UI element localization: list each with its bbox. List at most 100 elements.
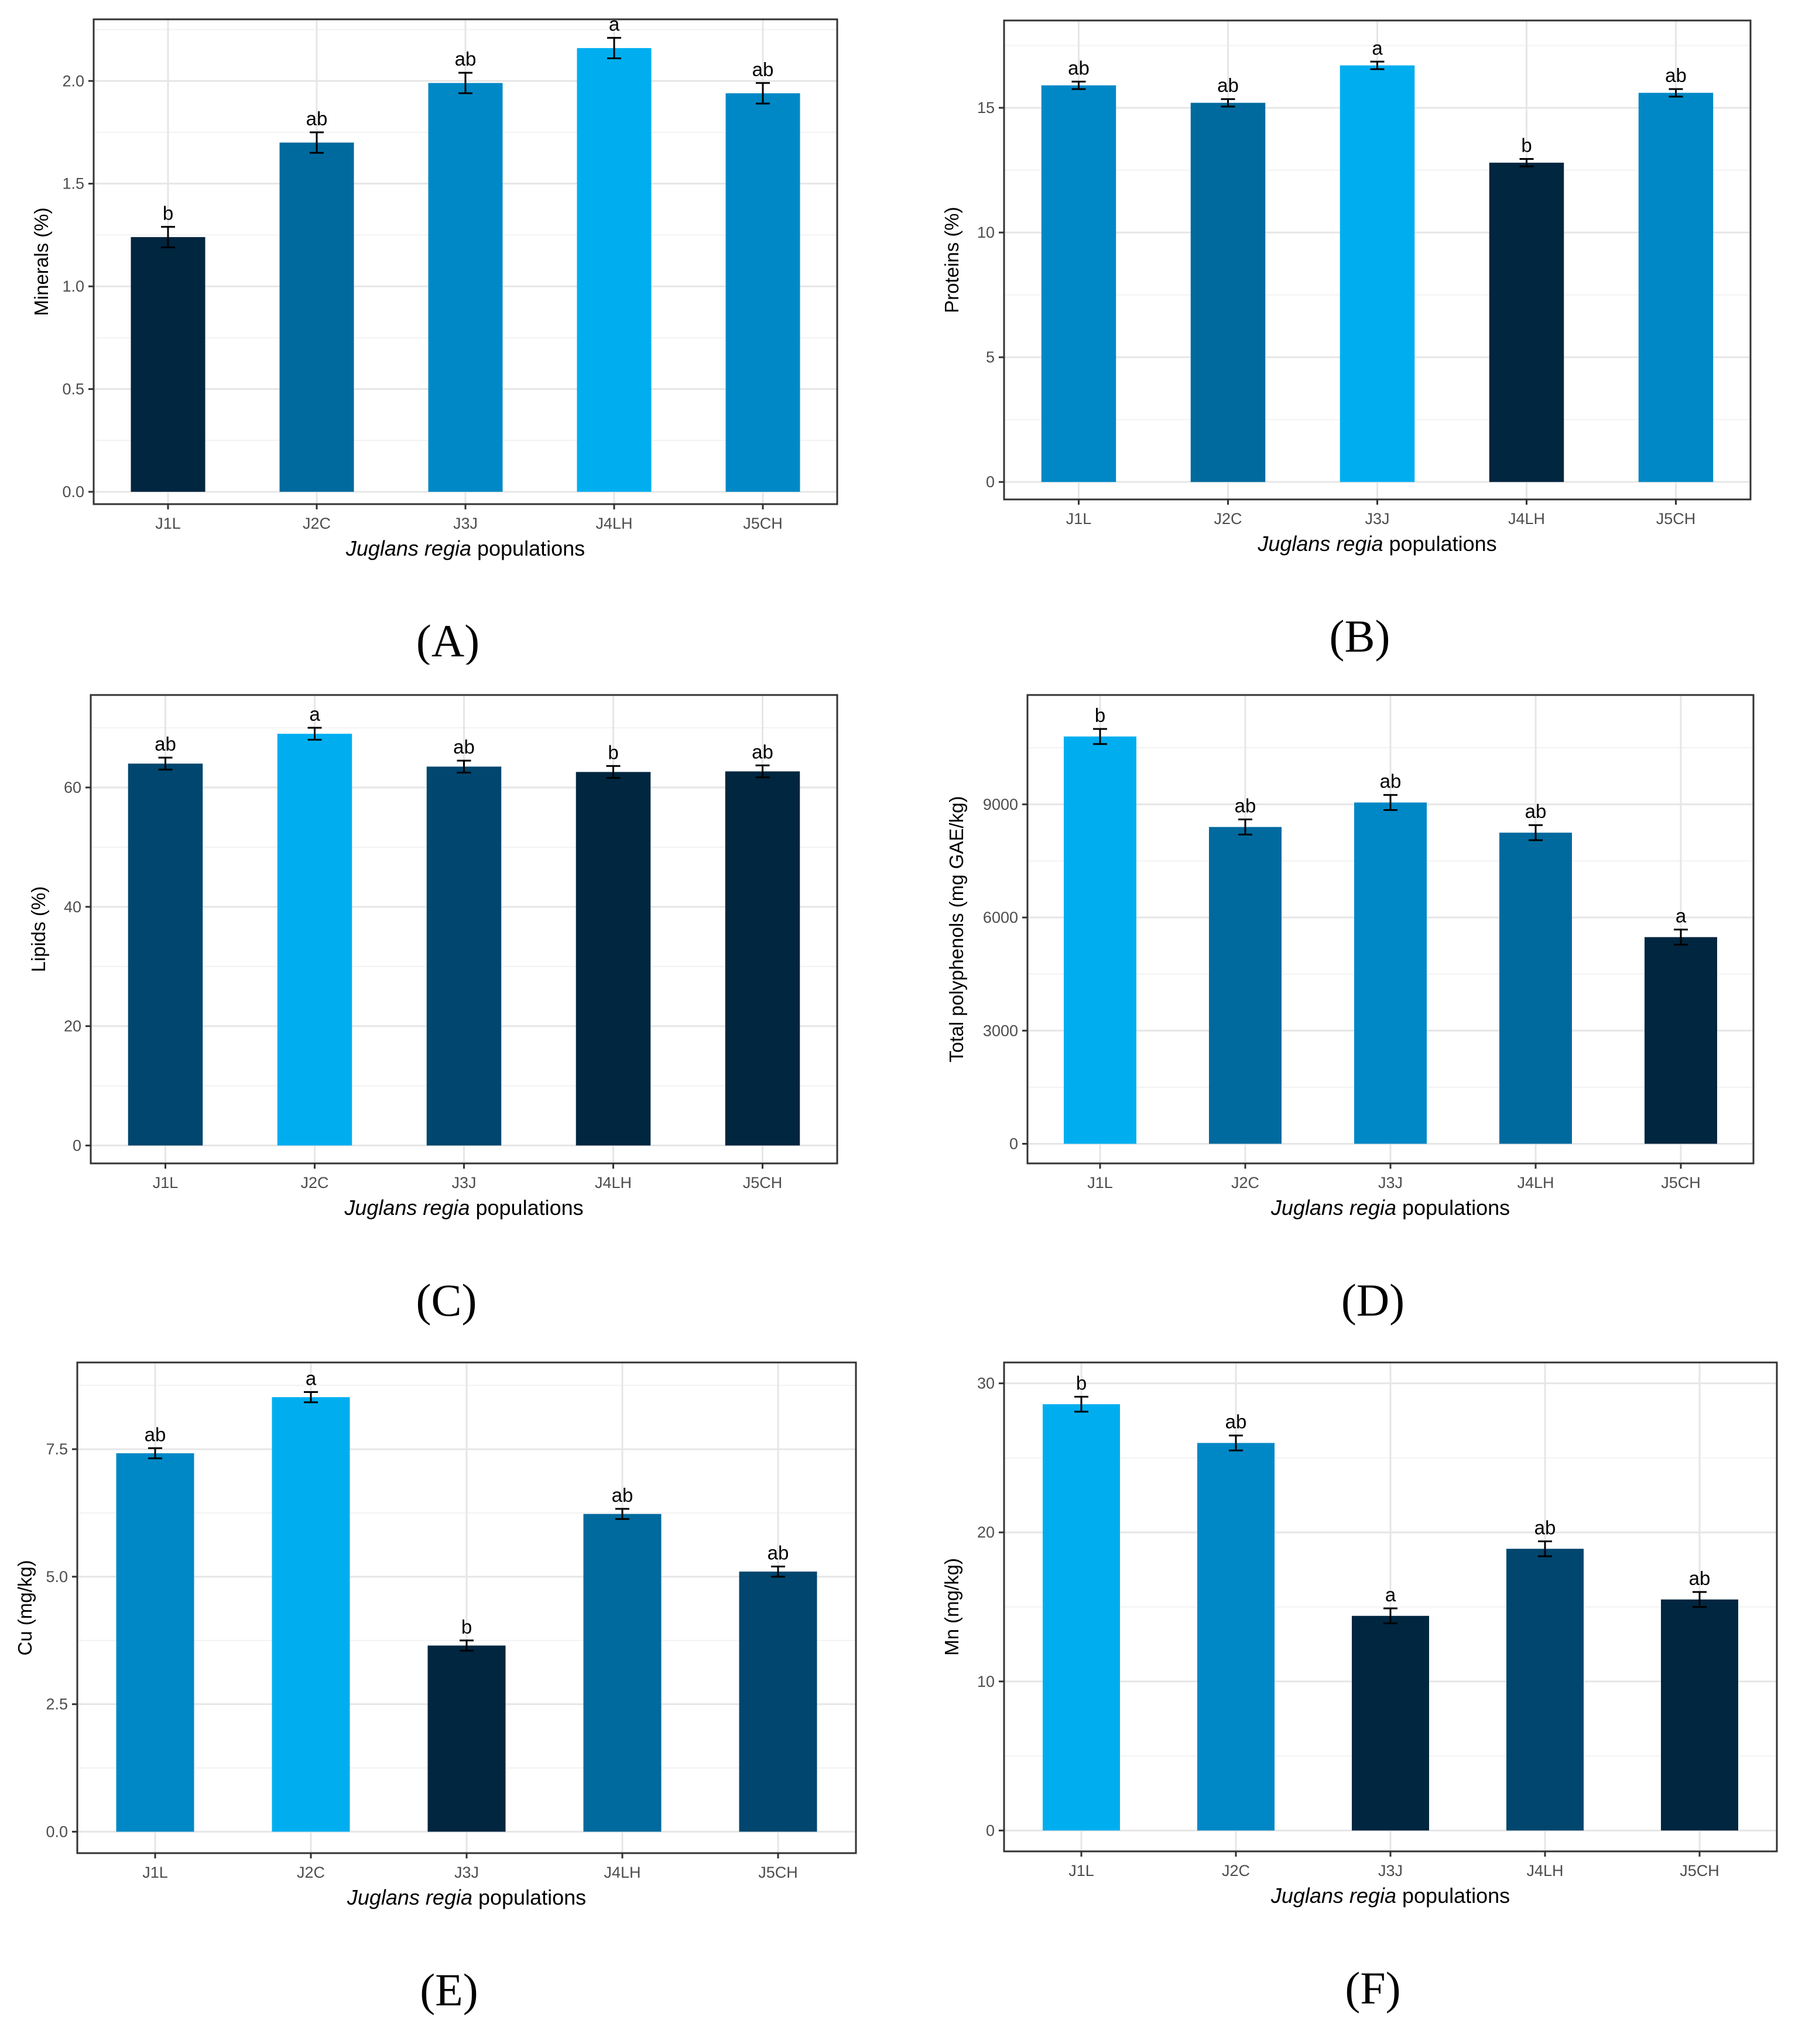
bar-j5ch: [725, 771, 800, 1146]
significance-letter: ab: [145, 1423, 166, 1445]
y-tick-label: 0: [73, 1136, 81, 1154]
x-axis-title: Juglans regia populations: [347, 1885, 586, 1909]
y-tick-label: 9000: [983, 796, 1018, 813]
x-axis-title-rest: populations: [1396, 1196, 1510, 1220]
x-tick-label: J2C: [1214, 510, 1242, 528]
bar-j1l: [1064, 736, 1136, 1144]
y-tick-label: 7.5: [46, 1440, 68, 1458]
y-tick-label: 30: [977, 1375, 995, 1392]
bar-j1l: [1043, 1404, 1120, 1831]
bar-j2c: [1209, 827, 1282, 1144]
y-tick-label: 40: [64, 898, 81, 916]
x-tick-label: J2C: [297, 1864, 325, 1881]
x-tick-label: J1L: [155, 515, 181, 532]
y-axis-title: Mn (mg/kg): [941, 1558, 962, 1656]
x-axis-title-rest: populations: [1396, 1884, 1510, 1908]
significance-letter: ab: [1689, 1567, 1711, 1589]
x-tick-label: J4LH: [595, 1174, 632, 1192]
y-tick-label: 5.0: [46, 1568, 68, 1586]
significance-letter: a: [306, 1368, 317, 1389]
y-tick-label: 6000: [983, 909, 1018, 926]
chart-panel-d: b ab ab ab a 0 3000 6000 9000 J1L J2C J3J J4LH J5CH…: [946, 694, 1755, 1326]
x-tick-label: J5CH: [758, 1864, 798, 1881]
bar-j2c: [1197, 1443, 1275, 1831]
bar-j3j: [428, 83, 503, 492]
significance-letter: b: [1521, 134, 1532, 156]
bar-j2c: [1190, 102, 1266, 482]
significance-letter: b: [608, 741, 618, 763]
bar-j4lh: [577, 48, 652, 492]
significance-letter: ab: [1235, 795, 1256, 817]
y-tick-label: 0: [1009, 1135, 1018, 1153]
y-tick-label: 10: [977, 224, 995, 241]
x-axis-title-italic: Juglans regia: [345, 536, 471, 560]
significance-letter: b: [163, 202, 173, 224]
significance-letter: ab: [1534, 1516, 1556, 1538]
significance-letter: ab: [1068, 57, 1090, 78]
bar-j3j: [1354, 802, 1427, 1144]
bar-j2c: [277, 734, 352, 1146]
bar-j3j: [1340, 65, 1415, 482]
significance-letter: ab: [1665, 64, 1687, 86]
bar-j1l: [128, 763, 203, 1146]
bar-j4lh: [1499, 833, 1572, 1144]
significance-letter: b: [1076, 1372, 1087, 1394]
x-tick-label: J2C: [300, 1174, 328, 1192]
significance-letter: ab: [155, 733, 176, 755]
significance-letter: ab: [306, 108, 328, 129]
significance-letter: b: [1095, 704, 1105, 726]
panel-label: (F): [1345, 1963, 1400, 2014]
panel-label: (C): [416, 1275, 477, 1326]
bar-j4lh: [1489, 162, 1564, 482]
bar-j3j: [427, 1645, 506, 1832]
significance-letter: ab: [768, 1542, 789, 1563]
x-tick-label: J4LH: [1517, 1174, 1554, 1192]
significance-letter: ab: [612, 1484, 633, 1506]
x-axis-title: Juglans regia populations: [345, 536, 585, 560]
x-tick-label: J2C: [303, 515, 331, 532]
significance-letter: ab: [455, 48, 477, 70]
significance-letter: ab: [752, 741, 773, 762]
y-tick-label: 60: [64, 779, 81, 796]
x-axis-title: Juglans regia populations: [1270, 1196, 1510, 1220]
x-axis-title-italic: Juglans regia: [1270, 1884, 1396, 1908]
y-axis-title: Lipids (%): [28, 886, 49, 973]
x-axis-title-rest: populations: [471, 536, 585, 560]
x-tick-label: J3J: [1378, 1862, 1403, 1879]
y-tick-label: 1.5: [62, 175, 84, 193]
x-tick-label: J4LH: [1508, 510, 1545, 528]
x-axis-title-rest: populations: [470, 1196, 583, 1220]
y-tick-label: 0.0: [62, 483, 84, 501]
chart-panel-a: b ab ab a ab 0.0 0.5 1.0 1.5 2.0 J1L J2C J3J J4LH J5…: [30, 15, 838, 665]
chart-panel-f: b ab a ab ab 0 10 20 30 J1L J2C J3J J4LH J5CH Mn (m…: [941, 1361, 1778, 2014]
y-tick-label: 0.5: [62, 381, 84, 398]
x-tick-label: J1L: [1066, 510, 1092, 528]
y-tick-label: 0.0: [46, 1823, 68, 1840]
x-axis-title: Juglans regia populations: [1257, 532, 1496, 556]
significance-letter: ab: [1525, 800, 1547, 822]
x-tick-label: J2C: [1231, 1174, 1259, 1192]
x-tick-label: J5CH: [1680, 1862, 1719, 1879]
significance-letter: a: [1385, 1584, 1396, 1605]
x-tick-label: J4LH: [595, 515, 632, 532]
x-axis-title-rest: populations: [1383, 532, 1496, 556]
x-axis-title-rest: populations: [472, 1885, 586, 1909]
significance-letter: a: [1676, 905, 1687, 927]
bar-j3j: [426, 766, 502, 1146]
x-tick-label: J4LH: [1526, 1862, 1563, 1879]
x-tick-label: J5CH: [1656, 510, 1696, 528]
y-tick-label: 5: [986, 348, 995, 366]
panel-label: (D): [1341, 1275, 1405, 1326]
y-tick-label: 2.5: [46, 1696, 68, 1713]
y-tick-label: 0: [986, 473, 995, 491]
y-tick-label: 20: [977, 1523, 995, 1541]
y-tick-label: 20: [64, 1018, 81, 1035]
bar-j5ch: [725, 93, 800, 492]
y-tick-label: 3000: [983, 1022, 1018, 1039]
x-tick-label: J3J: [1365, 510, 1389, 528]
x-tick-label: J5CH: [1661, 1174, 1701, 1192]
x-tick-label: J5CH: [743, 1174, 783, 1192]
y-axis-title: Proteins (%): [941, 207, 962, 313]
significance-letter: ab: [752, 59, 774, 80]
bar-j5ch: [739, 1571, 817, 1832]
